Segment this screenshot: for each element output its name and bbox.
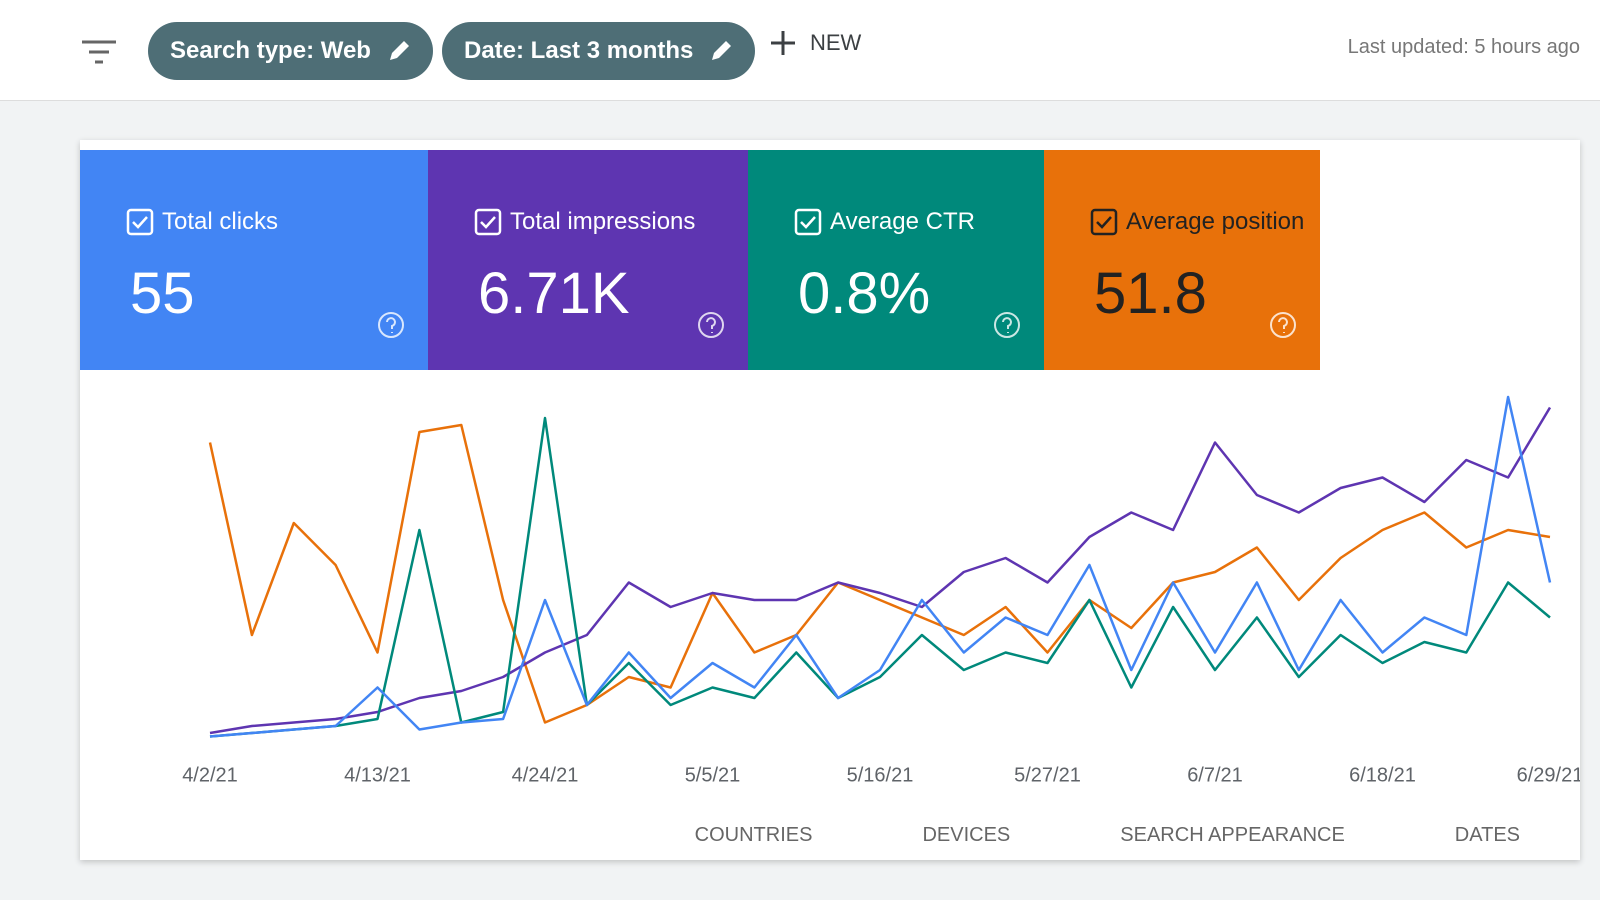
- tabs: COUNTRIES DEVICES SEARCH APPEARANCE DATES: [80, 810, 1580, 860]
- series-line: [208, 423, 1551, 724]
- filter-icon[interactable]: [80, 38, 118, 66]
- card-title: Average CTR: [830, 208, 975, 235]
- x-tick-label: 5/5/21: [685, 764, 741, 786]
- chip-label: Date: Last 3 months: [464, 37, 694, 64]
- card-value: 0.8%: [798, 261, 931, 326]
- new-label: NEW: [810, 30, 862, 55]
- x-tick-label: 5/27/21: [1014, 764, 1081, 786]
- card-title: Average position: [1126, 208, 1305, 235]
- tab[interactable]: DATES: [1454, 823, 1520, 846]
- x-tick-label: 4/2/21: [182, 764, 238, 786]
- edit-icon: [712, 41, 732, 60]
- x-tick-label: 6/29/21: [1517, 764, 1580, 786]
- metric-card[interactable]: Total impressions 6.71K: [428, 150, 748, 370]
- metric-cards: Total clicks 55 Total impressions 6.71K Aver…: [80, 150, 1320, 370]
- series-line: [209, 416, 1551, 738]
- toolbar: Search type: Web Date: Last 3 months NEW…: [0, 0, 1600, 101]
- chart: 4/2/21 4/13/21 4/24/21 5/5/21 5/16/21 5/27/21…: [182, 395, 1580, 786]
- series-line: [209, 406, 1552, 735]
- checkbox[interactable]: [474, 208, 502, 236]
- card-value: 55: [130, 261, 195, 326]
- help-icon[interactable]: [376, 310, 406, 340]
- last-updated: Last updated: 5 hours ago: [1347, 36, 1580, 58]
- checkbox[interactable]: [794, 208, 822, 236]
- metric-card[interactable]: Average position 51.8: [1044, 150, 1320, 370]
- card-value: 51.8: [1094, 261, 1207, 326]
- date-chip[interactable]: Date: Last 3 months: [442, 22, 756, 80]
- plus-icon: [771, 31, 795, 55]
- tab[interactable]: SEARCH APPEARANCE: [1120, 823, 1345, 846]
- x-tick-label: 4/24/21: [512, 764, 579, 786]
- card-value: 6.71K: [478, 261, 630, 326]
- checkbox[interactable]: [126, 208, 154, 236]
- help-icon[interactable]: [992, 310, 1022, 340]
- help-icon[interactable]: [1268, 310, 1298, 340]
- metric-card[interactable]: Average CTR 0.8%: [748, 150, 1044, 370]
- tab[interactable]: DEVICES: [922, 823, 1011, 846]
- checkbox[interactable]: [1090, 208, 1118, 236]
- x-tick-label: 4/13/21: [344, 764, 411, 786]
- search-type-chip[interactable]: Search type: Web: [148, 22, 433, 80]
- help-icon[interactable]: [696, 310, 726, 340]
- card-title: Total clicks: [162, 208, 279, 235]
- chip-label: Search type: Web: [170, 37, 371, 64]
- x-tick-label: 6/18/21: [1349, 764, 1416, 786]
- performance-panel: Total clicks 55 Total impressions 6.71K Aver…: [80, 140, 1580, 860]
- metric-card[interactable]: Total clicks 55: [80, 150, 428, 370]
- new-button[interactable]: NEW: [770, 30, 861, 56]
- x-tick-label: 6/7/21: [1187, 764, 1243, 786]
- tab[interactable]: COUNTRIES: [694, 823, 813, 846]
- series-line: [209, 395, 1552, 738]
- x-tick-label: 5/16/21: [847, 764, 914, 786]
- card-title: Total impressions: [510, 208, 696, 235]
- edit-icon: [389, 41, 409, 60]
